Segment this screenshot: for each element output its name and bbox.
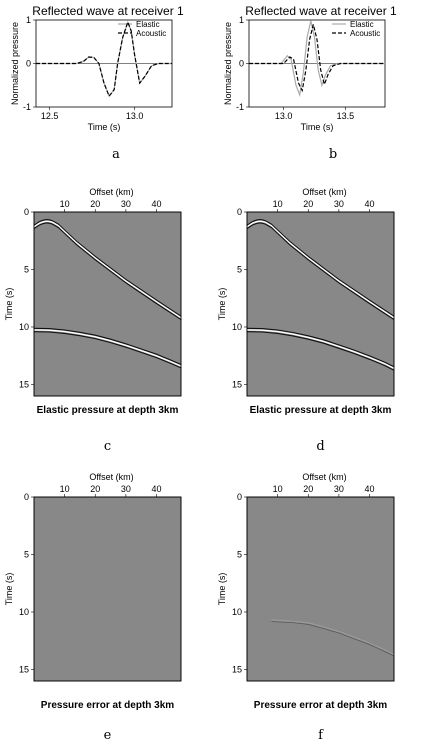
- panel-f: 10 20 30 40 Offset (km) 0 5 10 15 Time (s) Pressur…: [217, 472, 395, 743]
- x-tick-label: 20: [303, 484, 313, 494]
- panel-b: Reflected wave at receiver 1 -1 0 1 13.0 13.5…: [223, 4, 397, 162]
- panel-caption: Elastic pressure at depth 3km: [250, 405, 392, 416]
- y-axis-label: Time (s): [4, 288, 14, 321]
- panel-a: Reflected wave at receiver 1 -1 0 1 12.5 13.0…: [10, 4, 184, 162]
- x-tick-label: 13.0: [275, 111, 293, 121]
- y-tick-label: 10: [232, 322, 242, 332]
- panel-letter: c: [104, 439, 111, 454]
- y-tick-label: 0: [239, 59, 244, 69]
- plot-frame: [246, 496, 395, 682]
- reflection-event-white: [246, 220, 395, 319]
- y-tick-label: -1: [236, 102, 244, 112]
- x-tick-label: 12.5: [41, 111, 59, 121]
- panel-d: 10 20 30 40 Offset (km) 0 5 10 15 Time (s) Elastic…: [217, 187, 395, 454]
- y-axis-label: Time (s): [217, 288, 227, 321]
- y-tick-label: 10: [232, 607, 242, 617]
- reflection-event-dark: [33, 327, 182, 366]
- x-axis-label: Offset (km): [89, 472, 133, 482]
- series-line-acoustic: [249, 24, 385, 93]
- x-tick-label: 10: [273, 199, 283, 209]
- y-tick-label: 5: [24, 550, 29, 560]
- y-tick-label: 5: [24, 265, 29, 275]
- x-tick-label: 30: [334, 199, 344, 209]
- reflection-event-dark: [33, 219, 182, 317]
- y-tick-label: -1: [23, 102, 31, 112]
- reflection-event-dark: [246, 219, 395, 317]
- y-tick-label: 10: [19, 607, 29, 617]
- panel-caption: Elastic pressure at depth 3km: [37, 405, 179, 416]
- reflection-event-dark: [33, 222, 182, 321]
- y-tick-label: 5: [237, 550, 242, 560]
- panel-letter: a: [112, 147, 120, 162]
- reflection-event-white: [33, 329, 182, 367]
- panel-letter: f: [318, 728, 324, 743]
- reflection-event-white: [246, 329, 395, 370]
- x-tick-label: 30: [121, 484, 131, 494]
- panel-e: 10 20 30 40 Offset (km) 0 5 10 15 Time (s) Pressur…: [4, 472, 182, 743]
- y-tick-label: 5: [237, 265, 242, 275]
- seismogram-area: [33, 496, 182, 682]
- y-tick-label: 1: [26, 15, 31, 25]
- reflection-event-white: [33, 220, 182, 319]
- x-axis-label: Time (s): [88, 122, 121, 132]
- chart-title: Reflected wave at receiver 1: [245, 4, 397, 18]
- y-tick-label: 1: [239, 15, 244, 25]
- y-tick-label: 15: [19, 665, 29, 675]
- x-tick-label: 13.5: [337, 111, 355, 121]
- y-axis-label: Time (s): [217, 573, 227, 606]
- error-event: [271, 619, 395, 656]
- panel-caption: Pressure error at depth 3km: [41, 700, 174, 711]
- x-tick-label: 40: [364, 484, 374, 494]
- y-tick-label: 10: [19, 322, 29, 332]
- panel-c: 10 20 30 40 Offset (km) 0 5 10 15 Time (s) Elastic…: [4, 187, 182, 454]
- x-axis-label: Offset (km): [302, 187, 346, 197]
- series-line-acoustic: [36, 20, 172, 98]
- y-tick-label: 15: [232, 665, 242, 675]
- seismogram-area: [246, 496, 395, 682]
- legend-entry: Elastic: [350, 20, 374, 29]
- legend-entry: Elastic: [136, 20, 160, 29]
- y-tick-label: 0: [24, 207, 29, 217]
- reflection-event-dark: [33, 331, 182, 369]
- reflection-event-dark: [246, 222, 395, 321]
- x-tick-label: 20: [90, 484, 100, 494]
- x-tick-label: 10: [60, 484, 70, 494]
- plot-frame: [246, 211, 395, 397]
- chart-title: Reflected wave at receiver 1: [32, 4, 184, 18]
- legend-entry: Acoustic: [350, 29, 380, 38]
- y-axis-label: Normalized pressure: [10, 22, 20, 105]
- plot-frame: [33, 211, 182, 397]
- x-axis-label: Offset (km): [302, 472, 346, 482]
- x-tick-label: 20: [90, 199, 100, 209]
- y-tick-label: 15: [19, 380, 29, 390]
- x-tick-label: 40: [151, 484, 161, 494]
- x-tick-label: 40: [151, 199, 161, 209]
- x-tick-label: 30: [121, 199, 131, 209]
- x-tick-label: 13.0: [126, 111, 144, 121]
- legend-entry: Acoustic: [136, 29, 166, 38]
- y-tick-label: 0: [237, 492, 242, 502]
- reflection-event-dark: [246, 331, 395, 371]
- y-tick-label: 0: [24, 492, 29, 502]
- x-tick-label: 20: [303, 199, 313, 209]
- panel-letter: d: [316, 439, 324, 454]
- reflection-event-dark: [246, 327, 395, 368]
- x-axis-label: Offset (km): [89, 187, 133, 197]
- panel-letter: e: [104, 728, 112, 743]
- x-tick-label: 30: [334, 484, 344, 494]
- x-tick-label: 10: [273, 484, 283, 494]
- panel-letter: b: [329, 147, 337, 162]
- y-axis-label: Time (s): [4, 573, 14, 606]
- panel-caption: Pressure error at depth 3km: [254, 700, 387, 711]
- y-tick-label: 15: [232, 380, 242, 390]
- x-axis-label: Time (s): [301, 122, 334, 132]
- y-tick-label: 0: [26, 59, 31, 69]
- x-tick-label: 40: [364, 199, 374, 209]
- y-tick-label: 0: [237, 207, 242, 217]
- plot-frame: [33, 496, 182, 682]
- error-event-dark: [271, 621, 395, 657]
- y-axis-label: Normalized pressure: [223, 22, 233, 105]
- x-tick-label: 10: [60, 199, 70, 209]
